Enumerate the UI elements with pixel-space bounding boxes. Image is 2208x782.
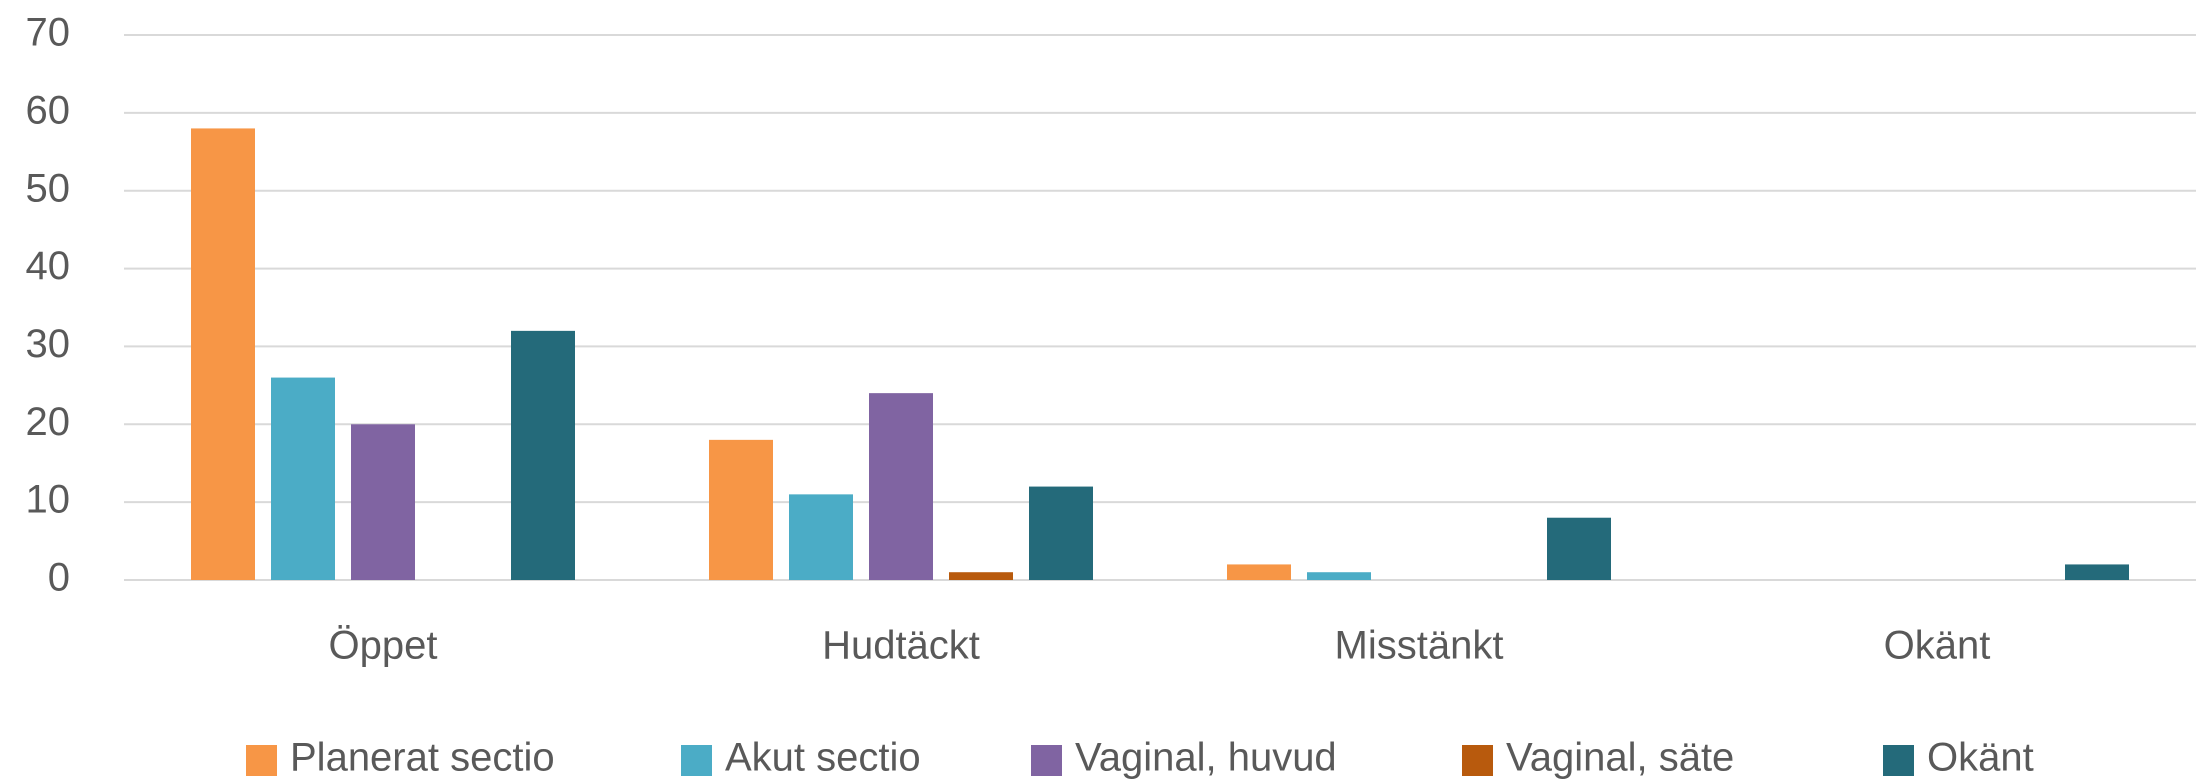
bar [351, 424, 415, 580]
bar [949, 572, 1013, 580]
bar [1227, 564, 1291, 580]
y-tick-label: 70 [26, 11, 71, 55]
y-tick-label: 30 [26, 322, 71, 366]
bar [709, 439, 773, 580]
bar [789, 494, 853, 580]
y-tick-label: 10 [26, 478, 71, 522]
x-tick-label: Misstänkt [1335, 624, 1504, 668]
bar [1307, 572, 1371, 580]
y-tick-label: 60 [26, 88, 71, 132]
bar [271, 377, 335, 580]
legend-swatch [681, 745, 712, 776]
legend-swatch [1031, 745, 1062, 776]
legend-label: Vaginal, säte [1506, 736, 1734, 780]
x-tick-label: Hudtäckt [822, 624, 980, 668]
y-tick-label: 40 [26, 244, 71, 288]
legend-swatch [1462, 745, 1493, 776]
y-tick-label: 20 [26, 400, 71, 444]
legend-label: Planerat sectio [290, 736, 555, 780]
y-tick-label: 50 [26, 166, 71, 210]
bar [191, 128, 255, 580]
bar [2065, 564, 2129, 580]
legend-swatch [246, 745, 277, 776]
legend-label: Okänt [1927, 736, 2034, 780]
legend-label: Akut sectio [725, 736, 921, 780]
legend-label: Vaginal, huvud [1075, 736, 1337, 780]
bar [1029, 486, 1093, 580]
y-tick-label: 0 [48, 556, 70, 600]
bar [1547, 517, 1611, 580]
x-tick-label: Okänt [1884, 624, 1991, 668]
legend-swatch [1883, 745, 1914, 776]
bar [511, 330, 575, 580]
x-tick-label: Öppet [329, 624, 438, 668]
bar [869, 393, 933, 580]
